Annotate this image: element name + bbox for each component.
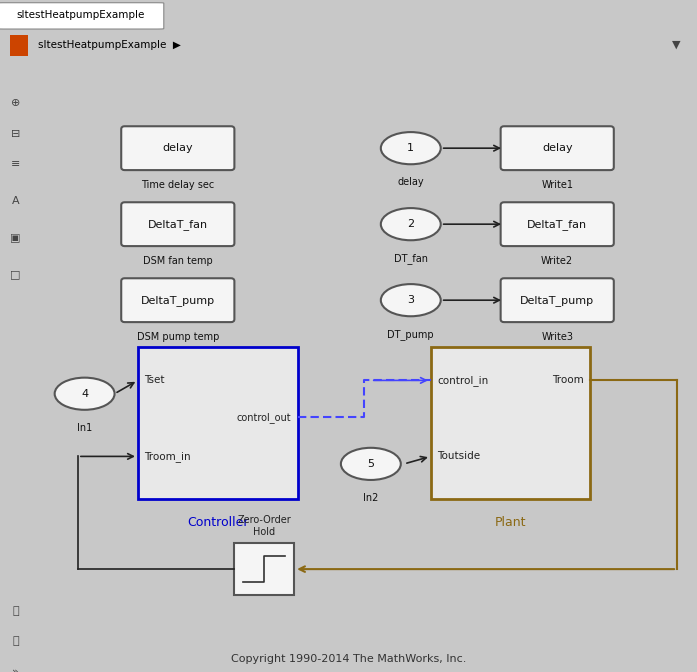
Text: ≡: ≡ (11, 159, 20, 169)
Ellipse shape (381, 284, 441, 317)
Text: Troom: Troom (552, 376, 584, 386)
Text: 2: 2 (407, 219, 414, 229)
Text: delay: delay (162, 143, 193, 153)
Text: Write3: Write3 (541, 332, 573, 342)
Text: DSM fan temp: DSM fan temp (143, 256, 213, 266)
Ellipse shape (381, 208, 441, 241)
Text: Tset: Tset (144, 376, 165, 386)
Text: DT_pump: DT_pump (388, 329, 434, 340)
Text: 5: 5 (367, 459, 374, 469)
Text: Plant: Plant (495, 517, 526, 530)
Text: 4: 4 (81, 388, 89, 398)
Text: DeltaT_pump: DeltaT_pump (520, 295, 595, 306)
Text: ▼: ▼ (672, 40, 680, 50)
Text: In1: In1 (77, 423, 92, 433)
Text: Time delay sec: Time delay sec (141, 180, 215, 190)
Text: control_out: control_out (236, 412, 291, 423)
Text: Write1: Write1 (541, 180, 573, 190)
Text: DeltaT_fan: DeltaT_fan (527, 218, 588, 230)
Text: 📋: 📋 (13, 636, 19, 646)
Text: In2: In2 (363, 493, 378, 503)
Ellipse shape (381, 132, 441, 164)
Text: 📷: 📷 (13, 606, 19, 616)
Bar (10, 35, 28, 56)
Text: Write2: Write2 (541, 256, 573, 266)
Text: ⊟: ⊟ (11, 129, 20, 139)
FancyBboxPatch shape (121, 126, 234, 170)
Ellipse shape (341, 448, 401, 480)
FancyBboxPatch shape (121, 202, 234, 246)
FancyBboxPatch shape (500, 126, 614, 170)
Text: ▣: ▣ (10, 233, 21, 243)
FancyBboxPatch shape (0, 3, 164, 29)
FancyBboxPatch shape (138, 347, 298, 499)
Text: □: □ (10, 269, 21, 280)
FancyBboxPatch shape (431, 347, 590, 499)
Text: sltestHeatpumpExample: sltestHeatpumpExample (16, 9, 144, 19)
Text: Troom_in: Troom_in (144, 451, 191, 462)
FancyBboxPatch shape (500, 278, 614, 322)
Text: 1: 1 (407, 143, 414, 153)
FancyBboxPatch shape (121, 278, 234, 322)
Text: DeltaT_fan: DeltaT_fan (148, 218, 208, 230)
Text: delay: delay (542, 143, 572, 153)
Text: DT_fan: DT_fan (394, 253, 428, 264)
Text: Copyright 1990-2014 The MathWorks, Inc.: Copyright 1990-2014 The MathWorks, Inc. (231, 654, 466, 663)
Text: control_in: control_in (438, 375, 489, 386)
FancyBboxPatch shape (500, 202, 614, 246)
Text: delay: delay (397, 177, 424, 187)
Text: DeltaT_pump: DeltaT_pump (141, 295, 215, 306)
Ellipse shape (54, 378, 114, 410)
Text: DSM pump temp: DSM pump temp (137, 332, 219, 342)
Text: sltestHeatpumpExample  ▶: sltestHeatpumpExample ▶ (38, 40, 181, 50)
Text: Zero-Order
Hold: Zero-Order Hold (238, 515, 291, 537)
Text: 3: 3 (407, 295, 414, 305)
Text: Controller: Controller (187, 517, 249, 530)
Text: Toutside: Toutside (438, 452, 480, 462)
Text: »: » (13, 667, 19, 672)
Text: ⊕: ⊕ (11, 98, 20, 108)
FancyBboxPatch shape (234, 543, 294, 595)
Text: A: A (12, 196, 20, 206)
